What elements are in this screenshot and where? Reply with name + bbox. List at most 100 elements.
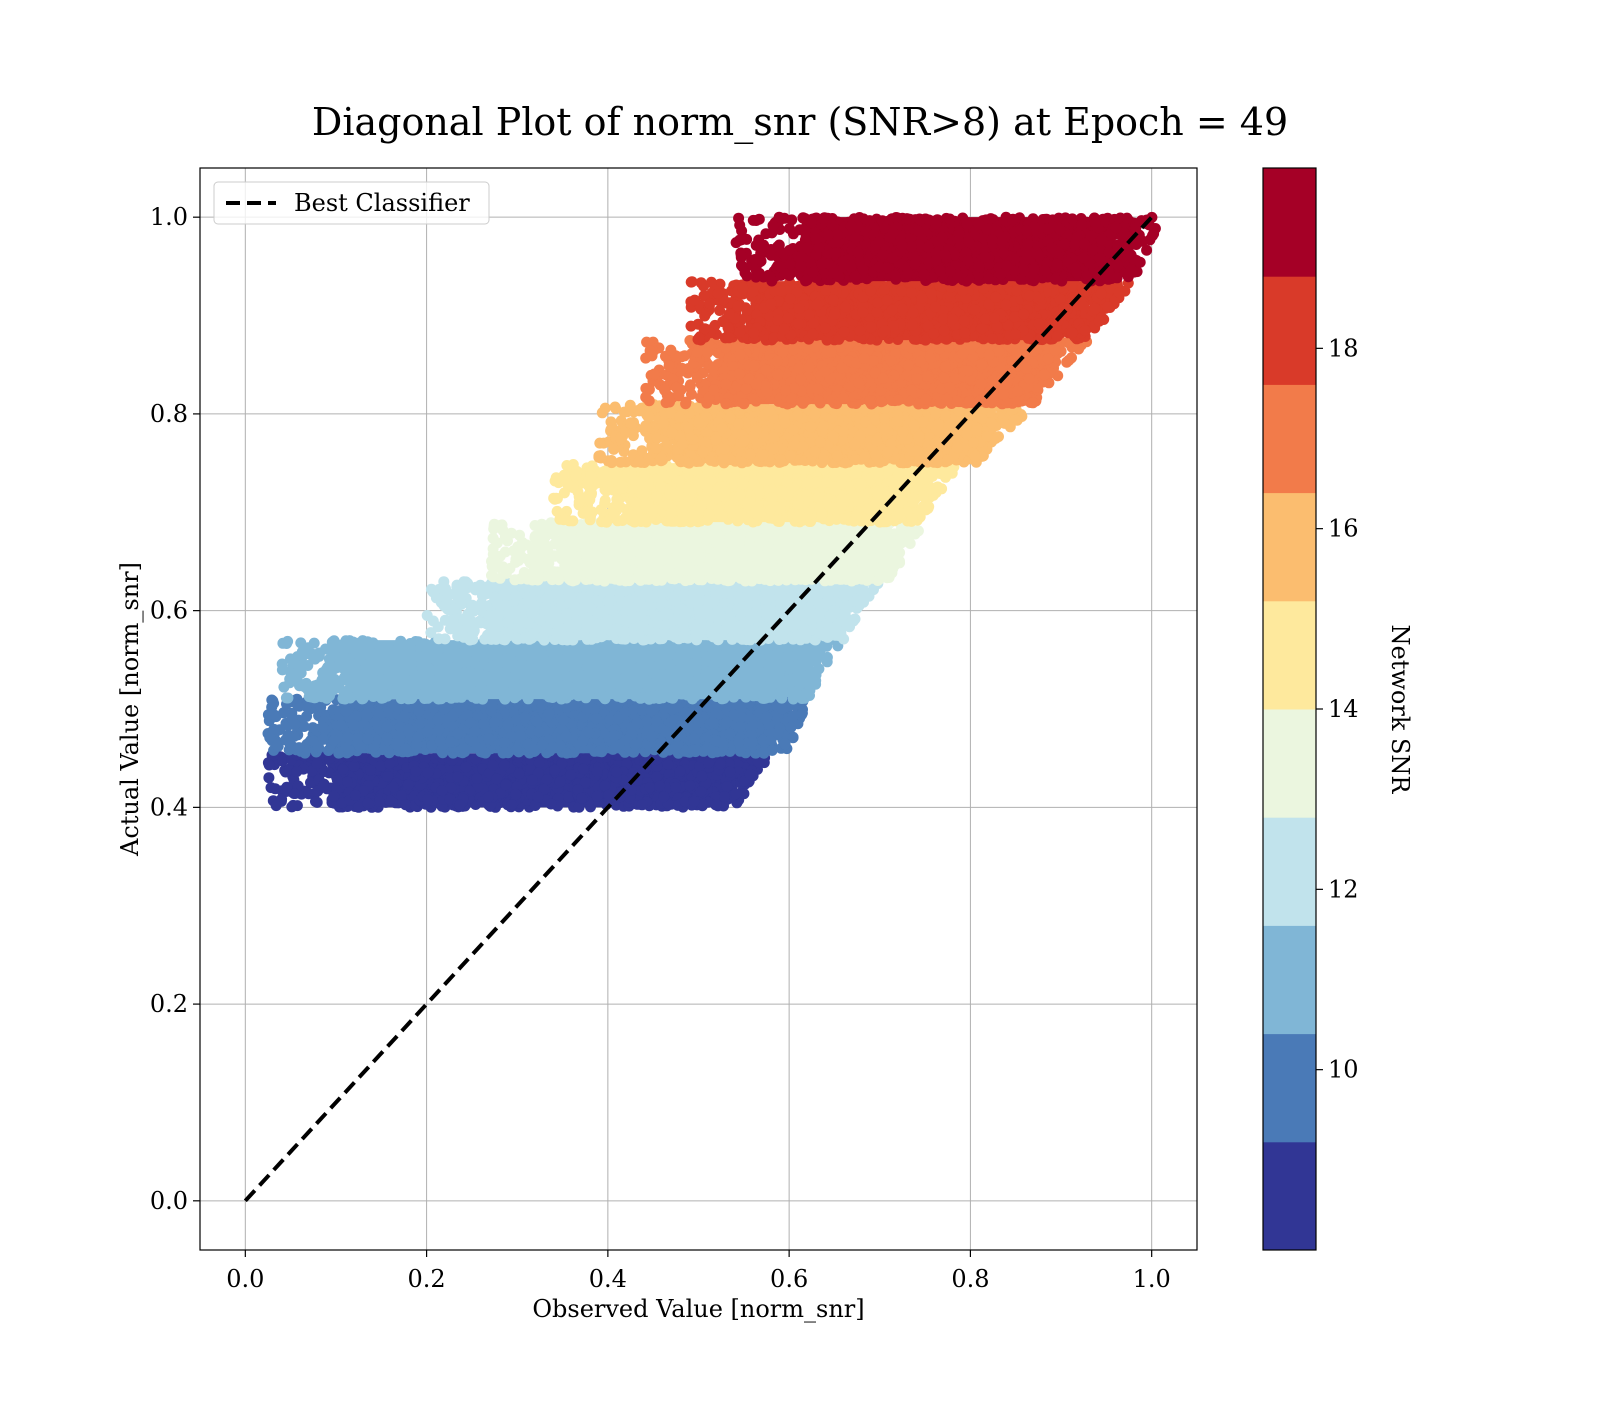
- scatter-point: [696, 786, 707, 797]
- scatter-point: [435, 736, 446, 747]
- scatter-point: [422, 726, 433, 737]
- scatter-point: [533, 791, 544, 802]
- scatter-point: [549, 765, 560, 776]
- scatter-point: [721, 717, 732, 728]
- scatter-point: [511, 745, 522, 756]
- scatter-point: [370, 717, 381, 728]
- scatter-point: [452, 772, 463, 783]
- scatter-point: [699, 682, 710, 693]
- scatter-point: [688, 733, 699, 744]
- scatter-point: [419, 693, 430, 704]
- scatter-point: [400, 799, 411, 810]
- scatter-point: [426, 644, 437, 655]
- scatter-point: [384, 758, 395, 769]
- scatter-point: [483, 792, 494, 803]
- scatter-point: [735, 721, 746, 732]
- scatter-point: [576, 793, 587, 804]
- scatter-point: [337, 764, 348, 775]
- scatter-point: [315, 687, 326, 698]
- scatter-point: [277, 659, 288, 670]
- scatter-point: [561, 748, 572, 759]
- scatter-point: [632, 717, 643, 728]
- scatter-point: [342, 776, 353, 787]
- scatter-point: [752, 679, 763, 690]
- scatter-point: [318, 781, 329, 792]
- scatter-point: [582, 681, 593, 692]
- scatter-band: [422, 576, 884, 646]
- scatter-point: [342, 732, 353, 743]
- scatter-point: [383, 666, 394, 677]
- scatter-point: [446, 782, 457, 793]
- scatter-point: [271, 711, 282, 722]
- scatter-point: [609, 701, 620, 712]
- scatter-point: [634, 621, 645, 632]
- scatter-point: [675, 766, 686, 777]
- scatter-point: [282, 693, 293, 704]
- scatter-point: [724, 728, 735, 739]
- scatter-point: [599, 780, 610, 791]
- scatter-point: [499, 737, 510, 748]
- scatter-point: [286, 801, 297, 812]
- scatter-point: [471, 773, 482, 784]
- scatter-point: [502, 719, 513, 730]
- scatter-point: [788, 710, 799, 721]
- scatter-point: [594, 746, 605, 757]
- scatter-point: [447, 711, 458, 722]
- scatter-point: [533, 660, 544, 671]
- scatter-point: [644, 653, 655, 664]
- scatter-point: [301, 711, 312, 722]
- scatter-point: [403, 779, 414, 790]
- scatter-point: [512, 634, 523, 645]
- scatter-point: [689, 796, 700, 807]
- scatter-point: [573, 678, 584, 689]
- scatter-point: [653, 675, 664, 686]
- scatter-point: [469, 726, 480, 737]
- scatter-point: [445, 737, 456, 748]
- scatter-point: [440, 691, 451, 702]
- scatter-point: [355, 651, 366, 662]
- scatter-point: [793, 671, 804, 682]
- scatter-point: [355, 691, 366, 702]
- scatter-point: [533, 726, 544, 737]
- scatter-point: [452, 660, 463, 671]
- scatter-point: [610, 742, 621, 753]
- scatter-point: [739, 671, 750, 682]
- scatter-point: [434, 724, 445, 735]
- scatter-point: [582, 704, 593, 715]
- scatter-point: [630, 691, 641, 702]
- scatter-point: [528, 687, 539, 698]
- scatter-point: [611, 767, 622, 778]
- scatter-point: [341, 706, 352, 717]
- scatter-point: [730, 788, 741, 799]
- scatter-point: [264, 732, 275, 743]
- scatter-point: [778, 687, 789, 698]
- scatter-point: [324, 654, 335, 665]
- scatter-point: [374, 796, 385, 807]
- scatter-point: [733, 737, 744, 748]
- scatter-point: [328, 791, 339, 802]
- scatter-point: [266, 702, 277, 713]
- scatter-point: [558, 690, 569, 701]
- scatter-points: [263, 212, 1161, 813]
- scatter-point: [358, 636, 369, 647]
- scatter-point: [748, 720, 759, 731]
- scatter-point: [685, 687, 696, 698]
- scatter-point: [724, 766, 735, 777]
- scatter-point: [646, 705, 657, 716]
- scatter-point: [665, 692, 676, 703]
- scatter-point: [547, 742, 558, 753]
- scatter-point: [471, 687, 482, 698]
- scatter-point: [750, 669, 761, 680]
- scatter-point: [454, 670, 465, 681]
- scatter-point: [487, 760, 498, 771]
- scatter-point: [846, 617, 857, 628]
- scatter-point: [702, 673, 713, 684]
- scatter-point: [719, 650, 730, 661]
- scatter-point: [605, 681, 616, 692]
- scatter-point: [681, 642, 692, 653]
- scatter-point: [284, 674, 295, 685]
- scatter-point: [765, 692, 776, 703]
- scatter-point: [468, 736, 479, 747]
- scatter-point: [331, 663, 342, 674]
